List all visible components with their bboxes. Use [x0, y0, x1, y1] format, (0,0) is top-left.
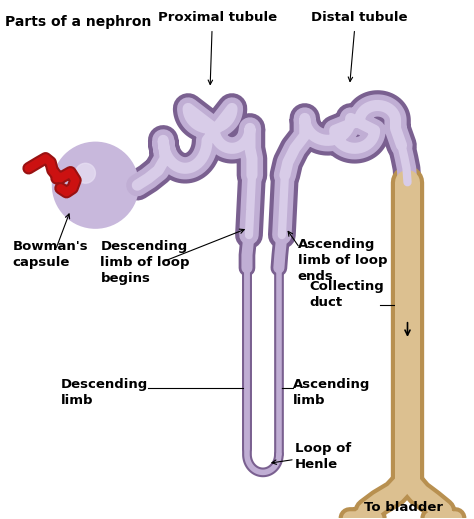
Text: Descending
limb: Descending limb: [61, 378, 148, 407]
Text: Loop of
Henle: Loop of Henle: [295, 443, 351, 471]
Text: Distal tubule: Distal tubule: [311, 11, 408, 24]
Text: Ascending
limb: Ascending limb: [293, 378, 370, 407]
Text: Ascending
limb of loop
ends: Ascending limb of loop ends: [298, 238, 387, 283]
Text: Collecting
duct: Collecting duct: [310, 280, 384, 309]
Text: Bowman's
capsule: Bowman's capsule: [13, 240, 88, 269]
Circle shape: [75, 163, 95, 183]
Circle shape: [54, 143, 137, 227]
Text: Proximal tubule: Proximal tubule: [158, 11, 278, 24]
Text: Parts of a nephron: Parts of a nephron: [5, 15, 151, 29]
Text: Descending
limb of loop
begins: Descending limb of loop begins: [100, 240, 190, 285]
Text: To bladder: To bladder: [364, 501, 443, 514]
